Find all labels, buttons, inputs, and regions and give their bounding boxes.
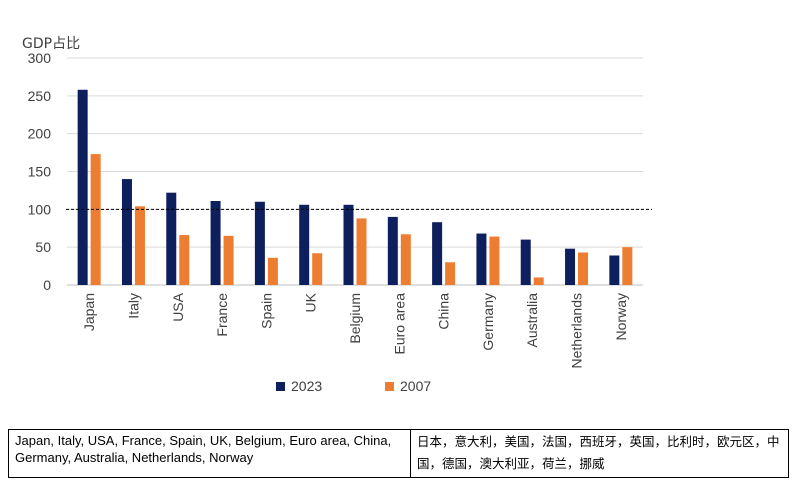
bar-2023-japan [77, 89, 88, 285]
legend-label: 2023 [291, 378, 323, 394]
bar-2023-china [432, 222, 443, 285]
bar-2007-australia [533, 277, 544, 285]
caption-chinese: 日本，意大利，美国，法国，西班牙，英国，比利时，欧元区，中国，德国，澳大利亚，荷… [410, 429, 789, 478]
x-tick-label: China [436, 293, 452, 330]
bar-2007-germany [489, 236, 500, 285]
x-tick-label: Spain [258, 293, 274, 329]
legend-swatch [385, 381, 394, 391]
bar-2007-uk [312, 253, 323, 285]
chart-legend: 2023 2007 [0, 378, 796, 398]
bar-2023-italy [121, 179, 132, 285]
y-tick-label: 50 [35, 239, 51, 255]
legend-label: 2007 [400, 378, 432, 394]
y-tick-label: 250 [28, 88, 52, 104]
legend-item-2007: 2007 [385, 378, 431, 394]
bar-2023-euro-area [387, 216, 398, 285]
bar-2007-euro-area [400, 234, 411, 285]
bar-2023-spain [254, 201, 265, 285]
x-tick-label: Japan [81, 293, 97, 331]
x-tick-label: France [214, 293, 230, 337]
bar-2007-china [445, 262, 456, 285]
bar-chart: 0 50 100 150 200 250 300 GDP占比 Japan Italy USA Fran… [0, 36, 796, 398]
x-tick-label: Belgium [347, 293, 363, 344]
x-tick-label: UK [303, 292, 319, 312]
x-tick-label: Euro area [391, 293, 407, 355]
bar-2023-usa [166, 192, 177, 285]
y-axis-title: GDP占比 [22, 36, 80, 52]
y-tick-label: 200 [28, 126, 52, 142]
x-tick-label: USA [170, 292, 186, 321]
bar-2023-uk [299, 204, 310, 285]
bar-2023-belgium [343, 204, 354, 285]
bar-2007-belgium [356, 218, 367, 285]
caption-row: Japan, Italy, USA, France, Spain, UK, Be… [8, 429, 789, 478]
bar-2007-norway [622, 247, 633, 285]
bar-2007-italy [134, 206, 145, 285]
y-tick-label: 300 [28, 50, 52, 66]
legend-item-2023: 2023 [276, 378, 322, 394]
x-tick-label: Netherlands [569, 293, 585, 369]
y-tick-label: 150 [28, 164, 52, 180]
bar-2007-france [223, 235, 234, 285]
bar-2007-japan [90, 154, 101, 285]
y-tick-label: 0 [43, 277, 51, 293]
x-tick-label: Germany [480, 293, 496, 351]
x-tick-label: Australia [524, 293, 540, 348]
bar-2023-australia [520, 239, 531, 285]
x-tick-label: Norway [613, 293, 629, 340]
caption-english: Japan, Italy, USA, France, Spain, UK, Be… [8, 429, 411, 478]
bar-2023-netherlands [565, 248, 576, 285]
y-tick-label: 100 [28, 201, 52, 217]
legend-swatch [276, 381, 285, 391]
bar-2007-netherlands [578, 252, 589, 285]
caption-table: Japan, Italy, USA, France, Spain, UK, Be… [8, 429, 789, 478]
bar-2007-spain [267, 257, 278, 285]
bar-2023-norway [609, 255, 620, 285]
bar-2023-germany [476, 233, 487, 285]
x-tick-label: Italy [125, 293, 141, 319]
bar-2007-usa [179, 235, 190, 285]
bar-2023-france [210, 201, 221, 285]
